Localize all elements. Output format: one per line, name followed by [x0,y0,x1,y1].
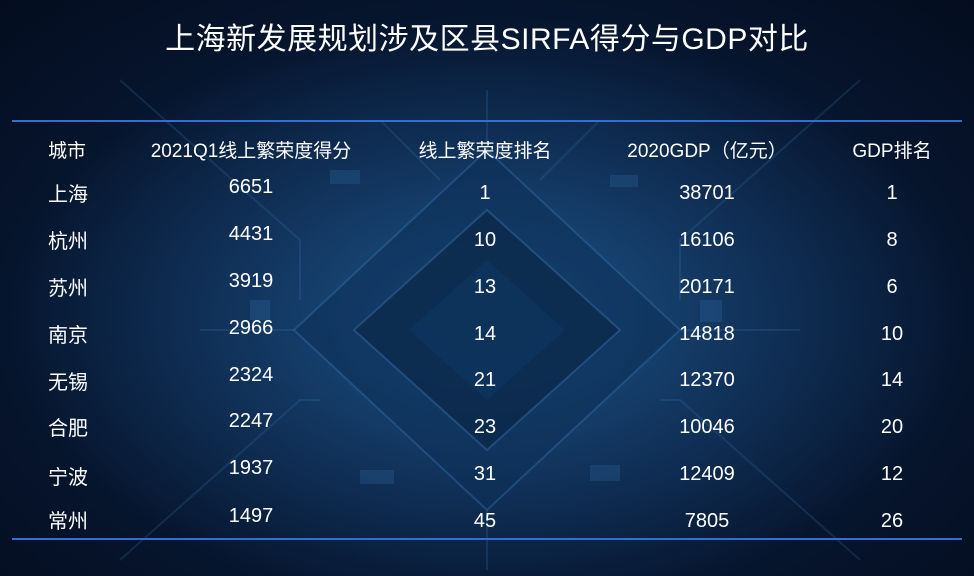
header-gdp: 2020GDP（亿元） [627,141,787,162]
score-cell: 2324 [228,364,274,386]
online-rank-cell: 21 [473,369,497,391]
gdp-cell: 10046 [679,416,735,438]
gdp-rank-cell: 20 [880,416,904,438]
score-cell: 1497 [228,505,274,527]
city-cell: 宁波 [48,467,88,489]
online-rank-cell: 10 [473,229,497,251]
table-top-rule [12,120,962,122]
gdp-cell: 12409 [679,463,735,485]
gdp-cell: 14818 [679,323,735,345]
header-online-rank: 线上繁荣度排名 [418,141,552,162]
city-cell: 苏州 [48,278,88,300]
gdp-rank-cell: 14 [880,369,904,391]
gdp-rank-cell: 1 [886,182,898,204]
page-title: 上海新发展规划涉及区县SIRFA得分与GDP对比 [165,23,809,56]
score-cell: 2247 [228,410,274,432]
score-cell: 1937 [228,457,274,479]
header-gdp-rank: GDP排名 [852,141,932,162]
gdp-rank-cell: 8 [886,229,898,251]
gdp-cell: 16106 [679,229,735,251]
gdp-cell: 38701 [679,182,735,204]
gdp-rank-cell: 12 [880,463,904,485]
gdp-rank-cell: 26 [880,510,904,532]
city-cell: 南京 [48,325,88,347]
header-city: 城市 [48,141,87,162]
online-rank-cell: 45 [473,510,497,532]
gdp-rank-cell: 6 [886,276,898,298]
online-rank-cell: 31 [473,463,497,485]
gdp-cell: 20171 [679,276,735,298]
score-cell: 2966 [228,317,274,339]
online-rank-cell: 23 [473,416,497,438]
score-cell: 6651 [228,176,274,198]
gdp-rank-cell: 10 [880,323,904,345]
city-cell: 上海 [48,184,88,206]
table-bottom-rule [12,538,962,540]
online-rank-cell: 14 [473,323,497,345]
city-cell: 合肥 [48,418,88,440]
online-rank-cell: 1 [479,182,491,204]
city-cell: 无锡 [48,372,88,394]
score-cell: 3919 [228,270,274,292]
city-cell: 常州 [48,511,88,533]
gdp-cell: 7805 [684,510,730,532]
score-cell: 4431 [228,223,274,245]
city-cell: 杭州 [48,231,88,253]
header-online-score: 2021Q1线上繁荣度得分 [150,141,352,162]
gdp-cell: 12370 [679,369,735,391]
online-rank-cell: 13 [473,276,497,298]
